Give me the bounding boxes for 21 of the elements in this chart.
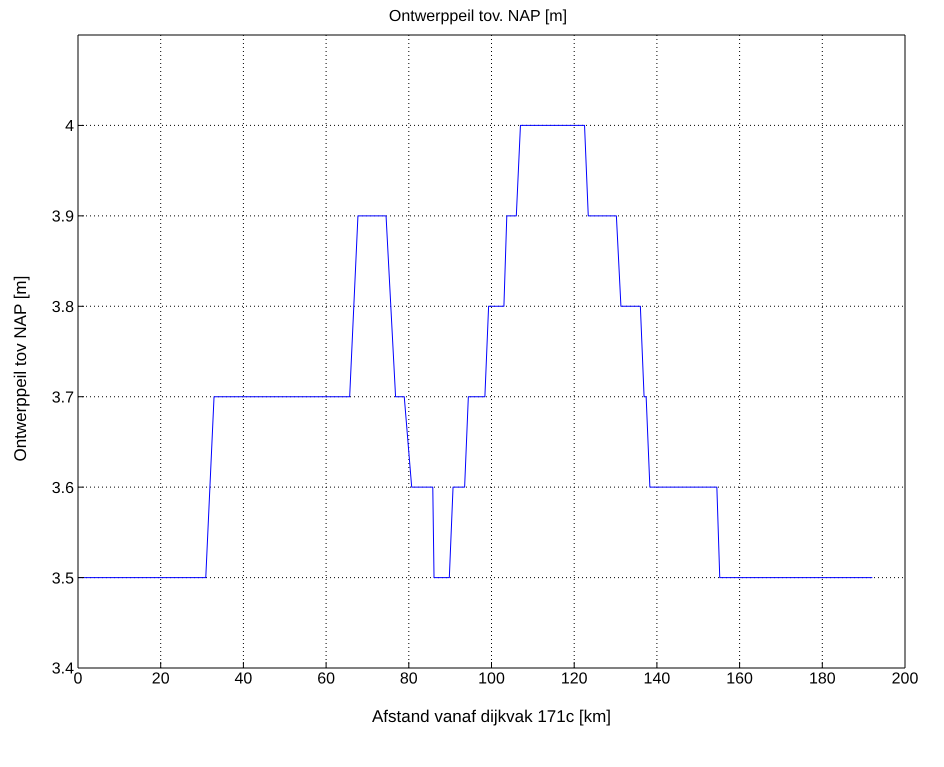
x-tick-label: 120 bbox=[560, 670, 588, 688]
y-tick-label: 3.5 bbox=[52, 570, 74, 588]
x-tick-label: 140 bbox=[644, 670, 670, 688]
y-tick-label: 3.4 bbox=[52, 660, 74, 678]
y-axis-title: Ontwerppeil tov NAP [m] bbox=[11, 276, 30, 462]
x-axis-title: Afstand vanaf dijkvak 171c [km] bbox=[372, 707, 612, 726]
x-tick-label: 200 bbox=[892, 670, 918, 688]
chart-title: Ontwerppeil tov. NAP [m] bbox=[388, 8, 568, 26]
y-tick-label: 4 bbox=[65, 118, 74, 136]
x-tick-label: 40 bbox=[234, 670, 252, 688]
x-tick-label: 180 bbox=[808, 670, 836, 688]
y-tick-label: 3.8 bbox=[52, 298, 74, 316]
x-tick-label: 80 bbox=[400, 670, 418, 688]
x-tick-label: 20 bbox=[152, 670, 170, 688]
x-tick-label: 0 bbox=[74, 670, 83, 688]
y-tick-label: 3.6 bbox=[52, 480, 74, 497]
x-tick-label: 60 bbox=[317, 670, 336, 688]
x-tick-label: 100 bbox=[478, 670, 505, 688]
y-tick-label: 3.7 bbox=[52, 389, 74, 406]
y-tick-label: 3.9 bbox=[52, 208, 74, 226]
x-tick-label: 160 bbox=[726, 670, 754, 688]
